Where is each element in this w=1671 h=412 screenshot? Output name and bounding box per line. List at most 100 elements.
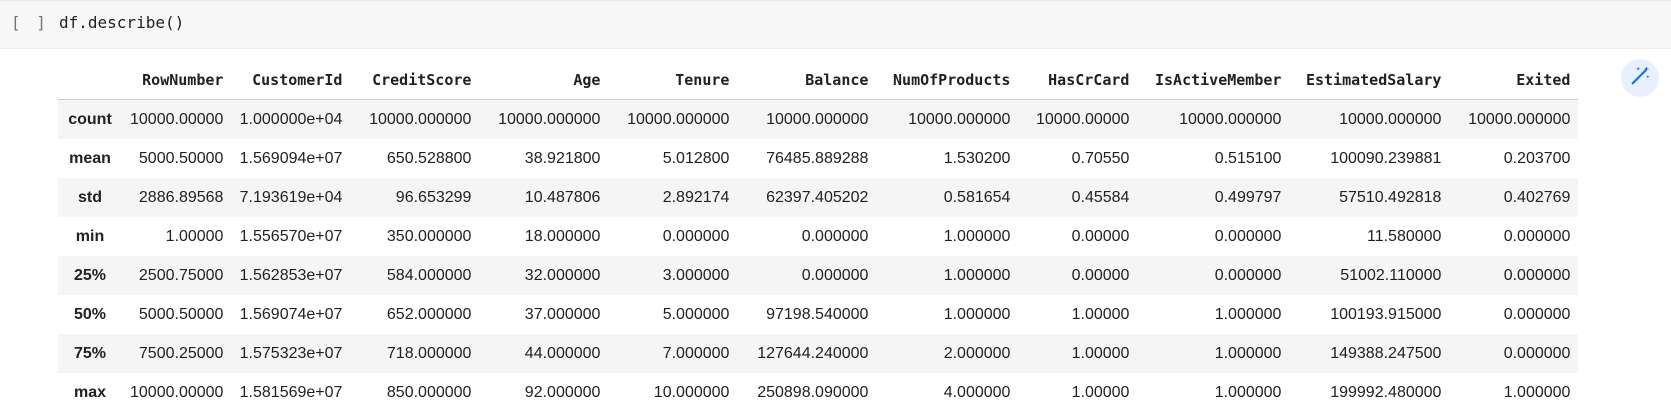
row-label: std	[78, 188, 102, 206]
table-cell: 1.556570e+07	[239, 227, 343, 245]
table-cell: 0.000000	[1503, 266, 1571, 284]
column-header: CustomerId	[231, 60, 351, 100]
table-cell: 1.00000	[1071, 305, 1130, 323]
table-cell: 10000.000000	[369, 110, 472, 128]
table-cell: 10.000000	[653, 383, 730, 401]
run-cell-indicator[interactable]: [ ]	[11, 13, 49, 32]
table-cell: 1.000000e+04	[239, 110, 343, 128]
table-cell: 1.569074e+07	[239, 305, 343, 323]
table-cell: 1.000000	[943, 305, 1011, 323]
table-cell: 0.70550	[1071, 149, 1130, 167]
table-cell: 250898.090000	[757, 383, 869, 401]
table-cell: 57510.492818	[1339, 188, 1442, 206]
table-cell: 1.000000	[1214, 305, 1282, 323]
table-cell: 1.000000	[1214, 383, 1282, 401]
table-cell: 10000.000000	[1179, 110, 1282, 128]
column-header: Exited	[1449, 60, 1579, 100]
table-cell: 38.921800	[524, 149, 601, 167]
table-cell: 32.000000	[524, 266, 601, 284]
table-cell: 62397.405202	[766, 188, 869, 206]
table-cell: 1.000000	[1503, 383, 1571, 401]
row-label: 25%	[73, 266, 107, 284]
cell-output: RowNumber CustomerId CreditScore Age Ten…	[58, 60, 1579, 412]
table-cell: 10000.000000	[1468, 110, 1571, 128]
table-cell: 1.000000	[1214, 344, 1282, 362]
table-cell: 350.000000	[386, 227, 472, 245]
table-row: 25% 2500.75000 1.562853e+07 584.000000 32.00…	[58, 256, 1579, 295]
table-cell: 10000.000000	[1339, 110, 1442, 128]
table-cell: 1.562853e+07	[239, 266, 343, 284]
row-label: max	[73, 383, 107, 401]
table-cell: 0.000000	[801, 266, 869, 284]
row-label: mean	[69, 149, 111, 167]
table-cell: 2886.89568	[138, 188, 224, 206]
table-cell: 5.012800	[662, 149, 730, 167]
table-header-row: RowNumber CustomerId CreditScore Age Ten…	[58, 60, 1579, 100]
table-cell: 2.000000	[943, 344, 1011, 362]
table-cell: 0.00000	[1071, 227, 1130, 245]
table-cell: 2500.75000	[138, 266, 224, 284]
table-cell: 4.000000	[943, 383, 1011, 401]
table-cell: 0.515100	[1214, 149, 1282, 167]
table-cell: 0.000000	[801, 227, 869, 245]
table-row: 75% 7500.25000 1.575323e+07 718.000000 44.00…	[58, 334, 1579, 373]
table-cell: 76485.889288	[766, 149, 869, 167]
table-cell: 1.000000	[943, 266, 1011, 284]
table-cell: 0.000000	[1214, 266, 1282, 284]
table-cell: 10000.000000	[498, 110, 601, 128]
table-cell: 10.487806	[524, 188, 601, 206]
magic-wand-icon	[1629, 65, 1651, 92]
table-cell: 0.000000	[1503, 305, 1571, 323]
table-cell: 0.402769	[1503, 188, 1571, 206]
row-label: min	[75, 227, 105, 245]
table-cell: 1.530200	[943, 149, 1011, 167]
column-header: RowNumber	[122, 60, 232, 100]
table-cell: 1.00000	[165, 227, 224, 245]
table-corner	[58, 60, 122, 100]
code-cell[interactable]: [ ] df.describe()	[0, 0, 1671, 49]
table-cell: 127644.240000	[757, 344, 869, 362]
table-cell: 92.000000	[524, 383, 601, 401]
table-row: std 2886.89568 7.193619e+04 96.653299 10.487…	[58, 178, 1579, 217]
table-cell: 96.653299	[395, 188, 472, 206]
table-cell: 0.000000	[1214, 227, 1282, 245]
table-cell: 10000.000000	[766, 110, 869, 128]
row-label: 50%	[73, 305, 107, 323]
magic-wand-button[interactable]	[1621, 59, 1659, 97]
table-row: 50% 5000.50000 1.569074e+07 652.000000 37.00…	[58, 295, 1579, 334]
table-cell: 650.528800	[386, 149, 472, 167]
table-cell: 1.581569e+07	[239, 383, 343, 401]
table-cell: 10000.00000	[1036, 110, 1130, 128]
column-header: HasCrCard	[1018, 60, 1138, 100]
table-cell: 100090.239881	[1330, 149, 1442, 167]
table-row: count 10000.00000 1.000000e+04 10000.000000…	[58, 99, 1579, 139]
table-cell: 10000.000000	[908, 110, 1011, 128]
table-cell: 0.581654	[943, 188, 1011, 206]
table-cell: 0.000000	[1503, 344, 1571, 362]
table-cell: 44.000000	[524, 344, 601, 362]
table-cell: 10000.00000	[130, 383, 224, 401]
table-cell: 7.193619e+04	[239, 188, 343, 206]
table-row: min 1.00000 1.556570e+07 350.000000 18.00000…	[58, 217, 1579, 256]
table-cell: 1.00000	[1071, 383, 1130, 401]
row-label: 75%	[73, 344, 107, 362]
table-cell: 149388.247500	[1330, 344, 1442, 362]
table-cell: 850.000000	[386, 383, 472, 401]
column-header: Tenure	[608, 60, 738, 100]
code-editor[interactable]: df.describe()	[59, 13, 185, 32]
table-cell: 0.000000	[1503, 227, 1571, 245]
table-cell: 5000.50000	[138, 305, 224, 323]
table-cell: 0.203700	[1503, 149, 1571, 167]
table-cell: 10000.00000	[130, 110, 224, 128]
table-cell: 100193.915000	[1330, 305, 1442, 323]
table-cell: 1.00000	[1071, 344, 1130, 362]
table-cell: 2.892174	[662, 188, 730, 206]
table-cell: 7.000000	[662, 344, 730, 362]
row-label: count	[68, 110, 112, 128]
table-row: max 10000.00000 1.581569e+07 850.000000 92.0…	[58, 373, 1579, 412]
column-header: Balance	[737, 60, 877, 100]
table-cell: 718.000000	[386, 344, 472, 362]
column-header: CreditScore	[350, 60, 480, 100]
table-cell: 5.000000	[662, 305, 730, 323]
table-cell: 0.000000	[662, 227, 730, 245]
